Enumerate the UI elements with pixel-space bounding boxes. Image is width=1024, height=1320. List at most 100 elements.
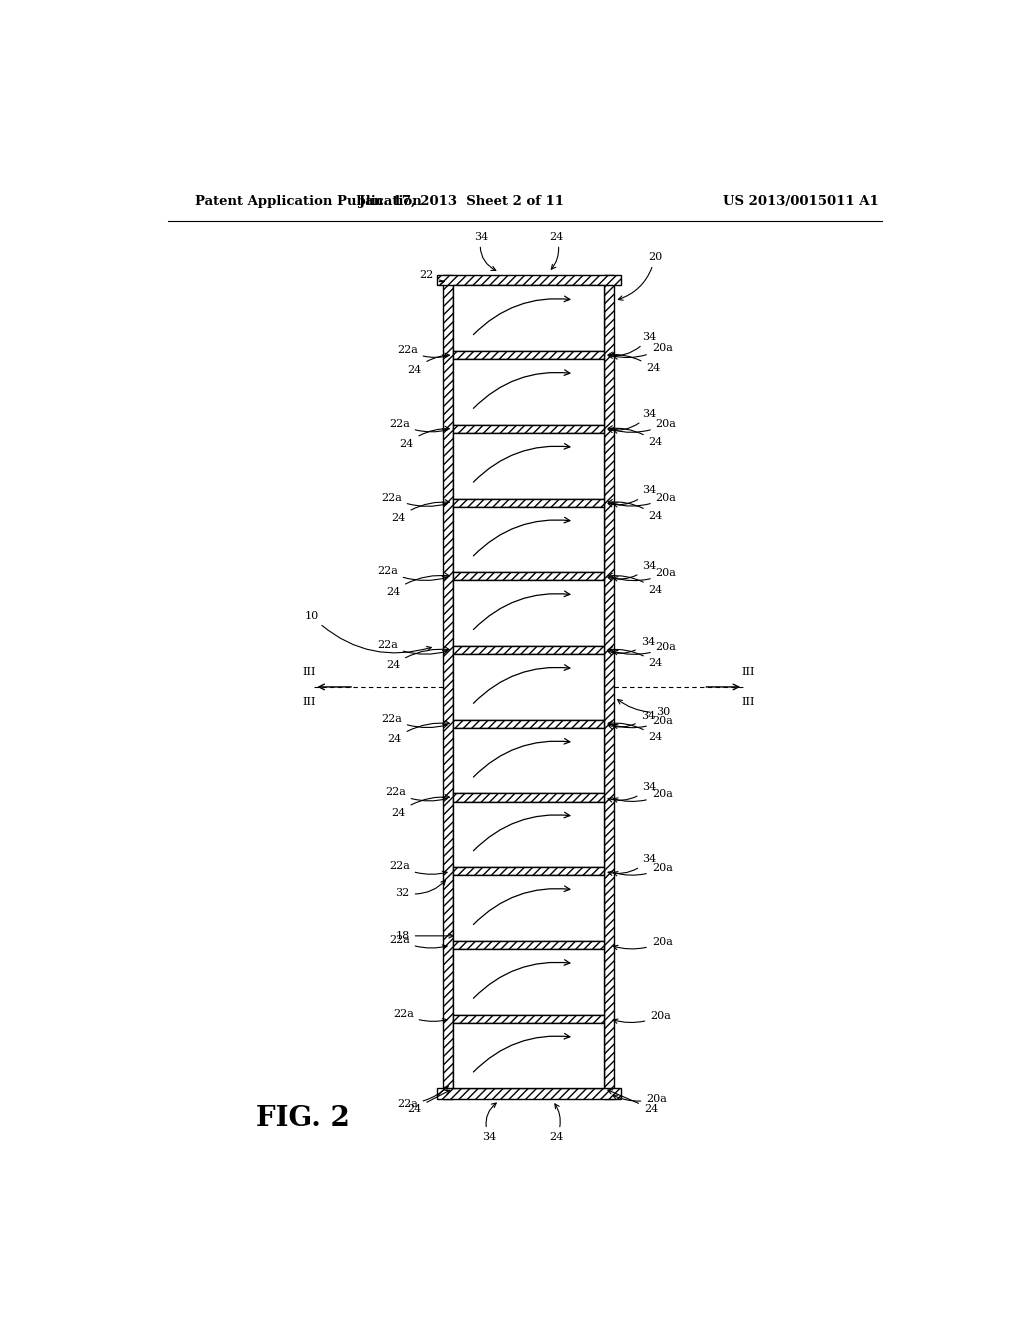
Text: 34: 34	[482, 1104, 497, 1142]
Bar	[604, 276, 614, 1098]
Text: 24: 24	[608, 499, 663, 521]
Text: FIG. 2: FIG. 2	[256, 1105, 349, 1133]
Bar	[454, 499, 604, 507]
Text: 34: 34	[608, 409, 656, 433]
Text: 24: 24	[391, 500, 450, 523]
Bar	[443, 276, 454, 1098]
Text: 34: 34	[608, 486, 656, 507]
Text: 24: 24	[408, 1090, 450, 1114]
Bar	[454, 433, 604, 499]
Bar	[454, 573, 604, 581]
Bar	[454, 1015, 604, 1023]
Bar	[436, 276, 621, 285]
Bar	[454, 645, 604, 655]
Bar	[454, 1015, 604, 1023]
Bar	[454, 867, 604, 875]
Text: 20a: 20a	[613, 789, 673, 803]
Bar	[436, 1089, 621, 1098]
Bar	[454, 645, 604, 655]
Text: 20a: 20a	[613, 569, 677, 581]
Text: 22a: 22a	[381, 492, 447, 507]
Text: 18: 18	[395, 931, 454, 941]
Text: 20a: 20a	[613, 492, 677, 507]
Bar	[454, 351, 604, 359]
Text: 20a: 20a	[613, 642, 677, 655]
Text: III: III	[741, 697, 756, 708]
Text: 22a: 22a	[389, 418, 447, 433]
Bar	[443, 276, 454, 1098]
Text: 24: 24	[386, 647, 450, 671]
Bar	[454, 801, 604, 867]
Text: 22: 22	[419, 271, 444, 284]
Text: 34: 34	[608, 638, 655, 655]
Text: 22a: 22a	[389, 935, 447, 949]
Text: 30: 30	[617, 700, 670, 717]
Text: 24: 24	[550, 1104, 563, 1142]
Text: 20: 20	[618, 252, 663, 300]
Bar	[454, 875, 604, 941]
Text: 24: 24	[550, 232, 563, 269]
Bar	[454, 793, 604, 801]
Text: 34: 34	[608, 561, 656, 581]
Bar	[454, 941, 604, 949]
Bar	[454, 425, 604, 433]
Text: 24: 24	[608, 1090, 658, 1114]
Bar	[454, 351, 604, 359]
Text: 22a: 22a	[377, 566, 447, 581]
Text: 32: 32	[395, 880, 445, 898]
Text: 20a: 20a	[613, 418, 677, 433]
Text: Patent Application Publication: Patent Application Publication	[196, 194, 422, 207]
Text: 20a: 20a	[613, 715, 673, 729]
Text: Jan. 17, 2013  Sheet 2 of 11: Jan. 17, 2013 Sheet 2 of 11	[358, 194, 564, 207]
Bar	[454, 359, 604, 425]
Bar	[454, 507, 604, 573]
Text: III: III	[302, 697, 315, 708]
Bar	[454, 655, 604, 719]
Bar	[454, 425, 604, 433]
Text: 34: 34	[608, 783, 656, 803]
Text: 20a: 20a	[613, 1093, 667, 1104]
Text: 34: 34	[474, 232, 496, 271]
Text: 24: 24	[386, 573, 450, 597]
Text: 10: 10	[304, 611, 431, 653]
Bar	[454, 719, 604, 727]
Bar	[454, 941, 604, 949]
Bar	[454, 867, 604, 875]
Bar	[454, 499, 604, 507]
Bar	[454, 1023, 604, 1089]
Bar	[454, 573, 604, 581]
Text: 24: 24	[391, 795, 450, 818]
Text: 24: 24	[608, 573, 663, 594]
Bar	[454, 285, 604, 351]
Bar	[436, 1089, 621, 1098]
Text: 24: 24	[608, 721, 663, 742]
Text: 22a: 22a	[389, 861, 447, 875]
Text: 24: 24	[608, 426, 663, 447]
Text: US 2013/0015011 A1: US 2013/0015011 A1	[723, 194, 879, 207]
Bar	[454, 949, 604, 1015]
Text: 22a: 22a	[396, 345, 447, 359]
Text: 24: 24	[608, 352, 660, 374]
Text: 20a: 20a	[613, 863, 673, 876]
Text: 22a: 22a	[381, 714, 447, 729]
Text: 20a: 20a	[613, 937, 673, 949]
Text: 34: 34	[608, 331, 656, 358]
Text: 34: 34	[608, 854, 656, 875]
Text: 20a: 20a	[613, 343, 673, 359]
Text: 22a: 22a	[393, 1008, 447, 1023]
Text: 24: 24	[399, 426, 450, 449]
Text: 24: 24	[608, 647, 663, 668]
Bar	[604, 276, 614, 1098]
Text: 20a: 20a	[613, 1011, 671, 1023]
Text: 24: 24	[408, 354, 450, 375]
Bar	[436, 276, 621, 285]
Text: III: III	[741, 667, 756, 677]
Text: 34: 34	[608, 710, 655, 729]
Bar	[454, 793, 604, 801]
Bar	[454, 727, 604, 793]
Text: 24: 24	[387, 721, 450, 744]
Text: III: III	[302, 667, 315, 677]
Text: 22a: 22a	[377, 640, 447, 655]
Text: 22a: 22a	[396, 1086, 449, 1109]
Text: 22a: 22a	[385, 788, 447, 801]
